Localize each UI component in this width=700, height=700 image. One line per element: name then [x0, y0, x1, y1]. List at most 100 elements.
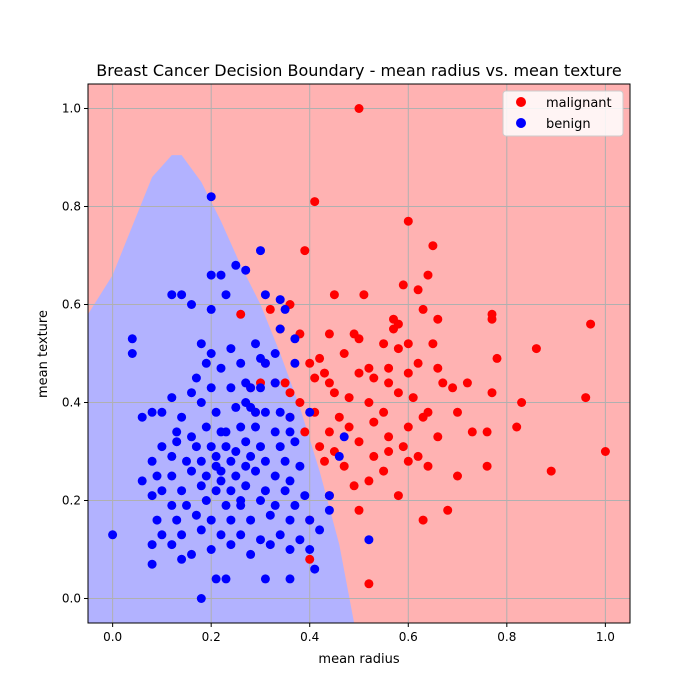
benign-point: [280, 456, 290, 466]
legend: malignant benign: [502, 90, 624, 137]
malignant-point: [354, 505, 364, 515]
malignant-point: [310, 197, 320, 207]
benign-point: [221, 500, 231, 510]
benign-point: [270, 349, 280, 358]
benign-point: [275, 407, 285, 417]
benign-point: [157, 486, 167, 496]
benign-point: [206, 270, 216, 280]
malignant-point: [379, 407, 389, 417]
malignant-point: [433, 314, 443, 324]
malignant-point: [369, 451, 379, 461]
benign-point: [305, 407, 315, 417]
benign-point: [256, 246, 265, 256]
benign-point: [196, 481, 206, 491]
benign-point: [177, 530, 187, 540]
benign-point: [157, 442, 167, 452]
malignant-point: [310, 373, 320, 383]
malignant-point: [408, 393, 418, 403]
legend-marker-benign: [516, 118, 526, 128]
malignant-point: [487, 314, 497, 324]
benign-point: [147, 559, 157, 569]
benign-point: [275, 442, 285, 452]
benign-point: [206, 545, 216, 554]
benign-point: [172, 437, 182, 447]
malignant-point: [389, 324, 398, 334]
chart-title: Breast Cancer Decision Boundary - mean r…: [96, 61, 621, 80]
benign-point: [265, 510, 275, 520]
benign-point: [285, 427, 295, 437]
malignant-point: [438, 378, 448, 388]
benign-point: [256, 383, 265, 393]
malignant-point: [492, 353, 502, 363]
malignant-point: [344, 393, 354, 403]
benign-point: [285, 412, 295, 422]
benign-point: [172, 515, 182, 525]
benign-point: [191, 510, 201, 520]
malignant-point: [354, 334, 364, 344]
legend-label-benign: benign: [546, 117, 591, 132]
malignant-point: [462, 378, 472, 388]
benign-point: [187, 388, 196, 398]
benign-point: [324, 505, 334, 515]
benign-point: [246, 515, 256, 525]
x-tick-label: 0.6: [399, 630, 418, 644]
benign-point: [305, 515, 315, 525]
benign-point: [290, 358, 300, 368]
benign-point: [216, 270, 226, 280]
benign-point: [280, 486, 290, 496]
malignant-point: [413, 358, 423, 368]
benign-point: [226, 486, 236, 496]
benign-point: [251, 422, 260, 432]
benign-point: [187, 466, 196, 476]
malignant-point: [393, 344, 403, 354]
malignant-point: [324, 329, 334, 339]
malignant-point: [349, 481, 359, 491]
malignant-point: [453, 471, 462, 481]
malignant-point: [384, 432, 394, 442]
benign-point: [206, 383, 216, 393]
malignant-point: [354, 104, 364, 113]
malignant-point: [320, 368, 329, 378]
benign-point: [275, 295, 285, 305]
benign-point: [177, 486, 187, 496]
benign-point: [206, 304, 216, 314]
malignant-point: [393, 388, 403, 398]
malignant-point: [329, 388, 339, 398]
benign-point: [241, 265, 251, 275]
benign-point: [270, 500, 280, 510]
malignant-point: [586, 319, 596, 329]
benign-point: [256, 442, 265, 452]
malignant-point: [403, 368, 413, 378]
benign-point: [187, 549, 196, 559]
benign-point: [152, 471, 162, 481]
malignant-point: [324, 378, 334, 388]
benign-point: [211, 461, 221, 471]
benign-point: [251, 339, 260, 349]
benign-point: [285, 545, 295, 554]
benign-point: [310, 564, 320, 574]
malignant-point: [433, 363, 443, 373]
benign-point: [300, 491, 310, 501]
malignant-point: [546, 466, 556, 476]
benign-point: [226, 456, 236, 466]
x-tick-label: 0.2: [202, 630, 221, 644]
benign-point: [137, 412, 147, 422]
benign-point: [231, 260, 241, 270]
malignant-point: [403, 216, 413, 226]
benign-point: [157, 530, 167, 540]
benign-point: [152, 515, 162, 525]
benign-point: [260, 407, 270, 417]
malignant-point: [482, 427, 492, 437]
benign-point: [270, 427, 280, 437]
malignant-point: [364, 476, 374, 486]
benign-point: [191, 442, 201, 452]
malignant-point: [418, 304, 428, 314]
malignant-point: [339, 461, 349, 471]
benign-point: [280, 304, 290, 314]
malignant-point: [413, 451, 423, 461]
malignant-point: [384, 378, 394, 388]
benign-point: [231, 402, 241, 412]
malignant-point: [531, 344, 541, 354]
malignant-point: [512, 422, 522, 432]
malignant-point: [398, 280, 408, 290]
